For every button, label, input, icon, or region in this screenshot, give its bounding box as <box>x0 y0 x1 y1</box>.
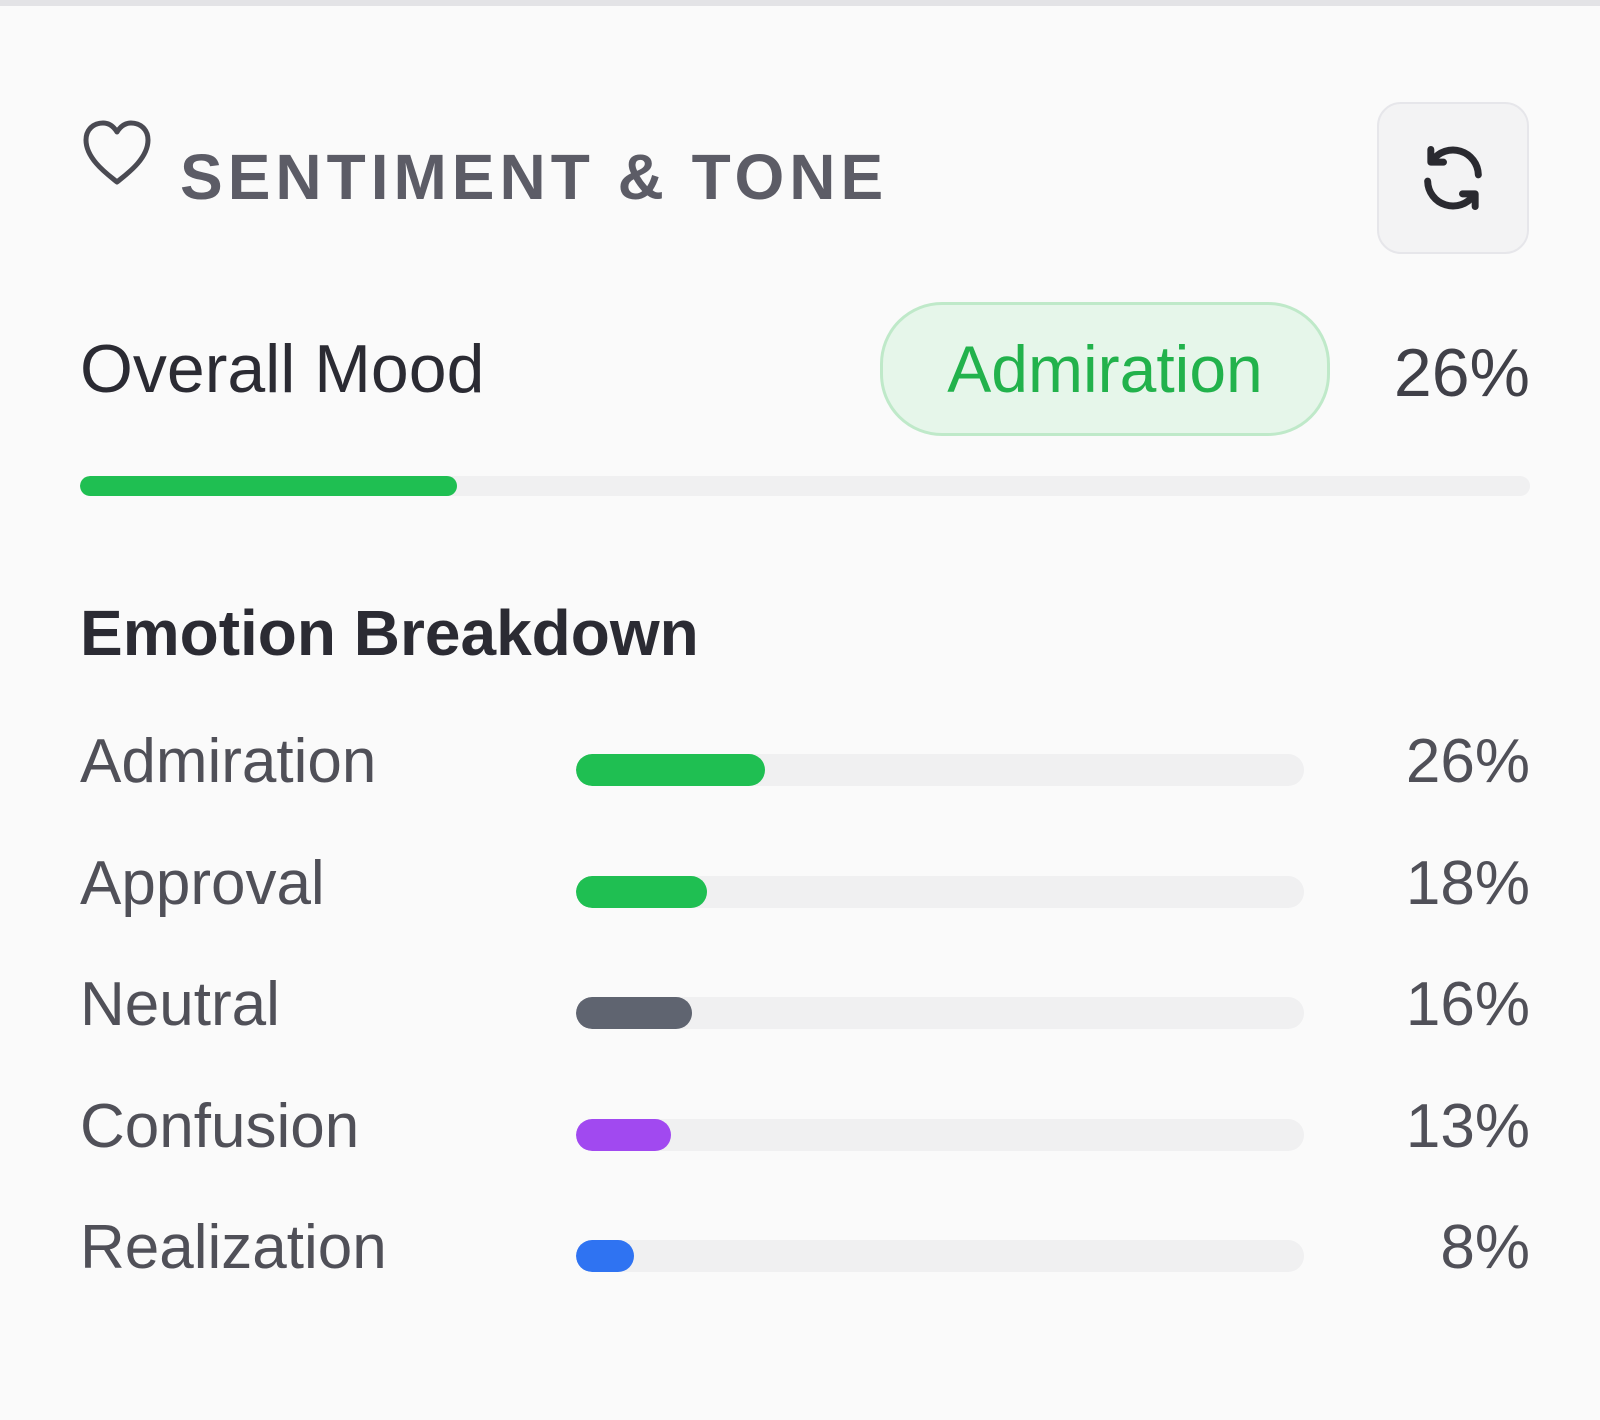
overall-mood-label: Overall Mood <box>80 331 485 407</box>
emotion-row-realization: Realization 8% <box>80 1212 1530 1302</box>
emotion-bar-fill <box>576 1119 671 1151</box>
emotion-label: Admiration <box>80 727 377 796</box>
overall-mood-badge: Admiration <box>880 302 1330 436</box>
panel-title: SENTIMENT & TONE <box>180 141 889 213</box>
refresh-icon <box>1424 146 1482 210</box>
emotion-bar <box>576 1119 1304 1151</box>
heart-icon <box>83 120 151 185</box>
emotion-bar <box>576 997 1304 1029</box>
emotion-label: Approval <box>80 849 325 918</box>
emotion-bar-fill <box>576 876 708 908</box>
overall-mood-bar <box>80 476 1530 496</box>
emotion-value: 16% <box>1405 970 1530 1039</box>
emotion-value: 13% <box>1405 1092 1530 1161</box>
emotion-bar-fill <box>576 1240 635 1272</box>
emotion-bar <box>576 754 1304 786</box>
emotion-row-neutral: Neutral 16% <box>80 969 1530 1059</box>
emotion-value: 8% <box>1440 1213 1530 1282</box>
emotion-label: Confusion <box>80 1092 360 1161</box>
emotion-value: 18% <box>1405 849 1530 918</box>
emotion-bar <box>576 1240 1304 1272</box>
emotion-row-admiration: Admiration 26% <box>80 726 1530 816</box>
overall-mood-bar-fill <box>80 476 457 496</box>
emotion-label: Realization <box>80 1213 387 1282</box>
emotion-bar-fill <box>576 997 693 1029</box>
emotion-bar-fill <box>576 754 766 786</box>
refresh-button[interactable] <box>1377 102 1529 254</box>
top-border <box>0 0 1600 6</box>
overall-mood-value: 26% <box>1393 335 1530 411</box>
emotion-value: 26% <box>1405 727 1530 796</box>
sentiment-tone-panel: SENTIMENT & TONE Overall Mood Admiration… <box>0 6 1600 1420</box>
emotion-label: Neutral <box>80 970 280 1039</box>
emotion-row-confusion: Confusion 13% <box>80 1091 1530 1181</box>
panel-header: SENTIMENT & TONE <box>80 118 1530 218</box>
overall-mood-row: Overall Mood Admiration 26% <box>80 302 1530 442</box>
emotion-bar <box>576 876 1304 908</box>
emotion-row-approval: Approval 18% <box>80 848 1530 938</box>
emotion-breakdown-title: Emotion Breakdown <box>80 597 699 669</box>
